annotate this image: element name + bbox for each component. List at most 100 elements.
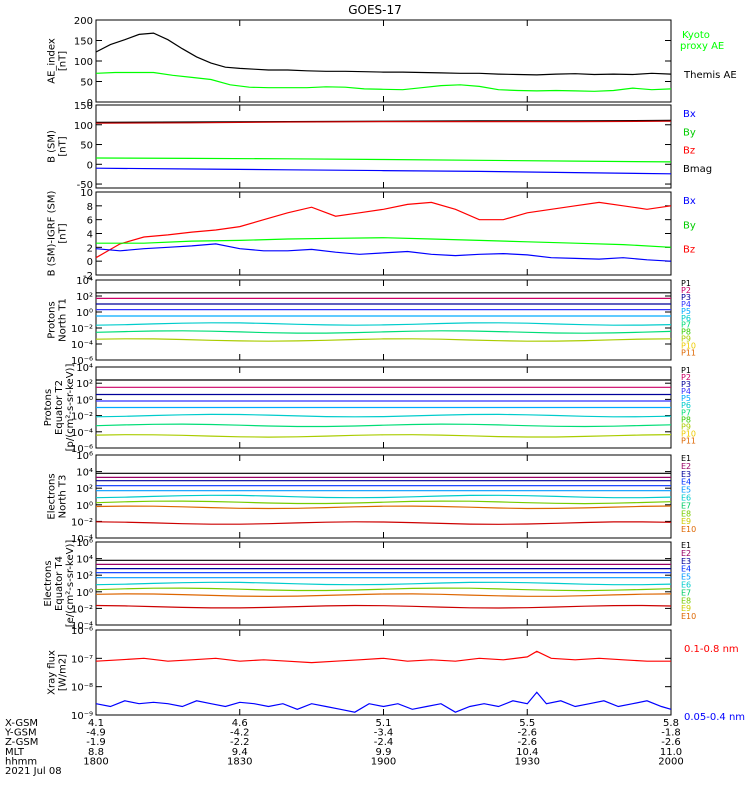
y-tick-label: 4 xyxy=(87,230,93,241)
legend-entry: P5 xyxy=(681,307,691,316)
y-tick-label: 10⁻⁶ xyxy=(71,626,93,637)
y-tick-label: 0 xyxy=(87,160,93,171)
y-tick-label: 10⁴ xyxy=(76,555,93,566)
y-tick-label: 10⁴ xyxy=(76,468,93,479)
y-tick-label: 50 xyxy=(80,141,93,152)
panel-e_equator: 10⁶ 10⁴ 10² 10⁰ 10⁻² 10⁻⁴ Electrons Equator T4[… xyxy=(43,538,696,632)
legend-entry: E3 xyxy=(681,557,691,566)
y-tick-label: 10² xyxy=(76,571,93,582)
y-tick-label: 10⁻⁹ xyxy=(71,711,93,722)
footer-value: 1930 xyxy=(515,756,540,767)
y-axis-label: [W/m2] xyxy=(58,654,69,691)
footer-value: 4.6 xyxy=(232,718,248,729)
y-tick-label: 10 xyxy=(80,188,93,199)
y-tick-label: 10⁻⁷ xyxy=(71,654,93,665)
legend-entry: P3 xyxy=(681,293,691,302)
legend-entry: E10 xyxy=(681,612,696,621)
footer-value: -4.9 xyxy=(86,728,106,739)
y-tick-label: 10⁶ xyxy=(76,451,93,462)
channel-trace xyxy=(95,322,672,326)
legend-entry: E4 xyxy=(681,478,691,487)
legend-entry: E2 xyxy=(681,549,691,558)
panel-frame xyxy=(95,454,672,539)
y-tick-label: 10⁻⁴ xyxy=(71,340,93,351)
y-tick-label: 10⁴ xyxy=(76,363,93,374)
legend-entry: P6 xyxy=(681,401,691,410)
footer-value: 5.5 xyxy=(519,718,535,729)
legend-entry: E3 xyxy=(681,470,691,479)
legend-entry: P9 xyxy=(681,422,691,431)
footer-row-label: hhmm xyxy=(5,756,37,767)
y-axis-label: Protons xyxy=(43,389,54,426)
y-tick-label: 150 xyxy=(74,37,93,48)
y-tick-label: 150 xyxy=(74,101,93,112)
legend-entry: Bx xyxy=(683,109,696,120)
legend-entry: P1 xyxy=(681,366,691,375)
legend-entry: E2 xyxy=(681,462,691,471)
y-tick-label: 6 xyxy=(87,216,93,227)
y-tick-label: 10⁻² xyxy=(71,324,93,335)
legend-entry: E8 xyxy=(681,509,691,518)
y-tick-label: 10⁴ xyxy=(76,276,93,287)
legend-entry: P6 xyxy=(681,314,691,323)
channel-trace xyxy=(95,581,672,586)
footer-value: 1800 xyxy=(83,756,108,767)
footer-value: -2.4 xyxy=(374,737,394,748)
y-tick-label: 10⁻² xyxy=(71,517,93,528)
y-tick-label: 10⁻⁴ xyxy=(71,534,93,545)
y-tick-label: 10⁻⁸ xyxy=(71,683,93,694)
legend-entry: proxy AE xyxy=(680,41,724,52)
footer-value: -4.2 xyxy=(230,728,250,739)
legend-entry: Kyoto xyxy=(682,30,710,41)
panel-p_equator: 10⁴ 10² 10⁰ 10⁻² 10⁻⁴ 10⁻⁶ Protons Equator T2 [p… xyxy=(43,363,696,455)
channel-trace xyxy=(95,330,672,334)
y-tick-label: 10⁰ xyxy=(76,588,93,599)
legend-entry: P11 xyxy=(681,436,696,445)
y-tick-label: 100 xyxy=(74,57,93,68)
panel-frame xyxy=(95,629,672,716)
y-axis-label: [nT] xyxy=(58,223,69,243)
legend-entry: E6 xyxy=(681,494,691,503)
footer-value: 5.8 xyxy=(663,718,679,729)
legend-entry: E7 xyxy=(681,501,691,510)
footer-value: 4.1 xyxy=(88,718,104,729)
y-tick-label: 10² xyxy=(76,484,93,495)
y-tick-label: 2 xyxy=(87,243,93,254)
channel-trace xyxy=(95,423,672,428)
footer-row-label: Y-GSM xyxy=(4,728,37,739)
legend-entry: Bz xyxy=(683,146,695,157)
legend-entry: 0.05-0.4 nm xyxy=(684,712,745,723)
legend-entry: By xyxy=(683,127,696,138)
footer-value: -3.4 xyxy=(374,728,394,739)
y-tick-label: 10⁻² xyxy=(71,604,93,615)
y-tick-label: 10⁻⁶ xyxy=(71,356,93,367)
panel-xray: 10⁻⁶ 10⁻⁷ 10⁻⁸ 10⁻⁹ Xray flux [W/m2] 0.1-0.8 n… xyxy=(47,626,746,723)
legend-entry: E9 xyxy=(681,517,691,526)
legend-entry: Bx xyxy=(683,196,696,207)
channel-trace xyxy=(95,413,672,418)
legend-entry: E5 xyxy=(681,486,691,495)
legend-entry: P10 xyxy=(681,429,696,438)
y-tick-label: 8 xyxy=(87,202,93,213)
footer-row-label: MLT xyxy=(5,747,25,758)
y-axis-label: Xray flux xyxy=(47,650,58,695)
footer-row-label: X-GSM xyxy=(5,718,38,729)
channel-trace xyxy=(95,338,672,342)
y-axis-label: [p/(cm²-s-sr-keV)] xyxy=(65,364,76,452)
legend-entry: P7 xyxy=(681,321,691,330)
y-tick-label: 10⁰ xyxy=(76,395,93,406)
channel-trace xyxy=(95,593,672,598)
footer-value: -2.2 xyxy=(230,737,250,748)
footer-value: 2000 xyxy=(658,756,683,767)
figure-title: GOES-17 xyxy=(348,3,402,17)
legend-entry: E10 xyxy=(681,525,696,534)
footer-value: -2.6 xyxy=(517,728,537,739)
footer-value: 5.1 xyxy=(376,718,392,729)
legend-entry: Bmag xyxy=(683,164,712,175)
y-axis-label: Equator T4 xyxy=(54,556,65,611)
series-bx xyxy=(95,167,672,175)
y-axis-label: Protons xyxy=(47,301,58,338)
y-axis-label: Electrons xyxy=(47,473,58,519)
y-axis-label: AE_index xyxy=(47,38,58,84)
